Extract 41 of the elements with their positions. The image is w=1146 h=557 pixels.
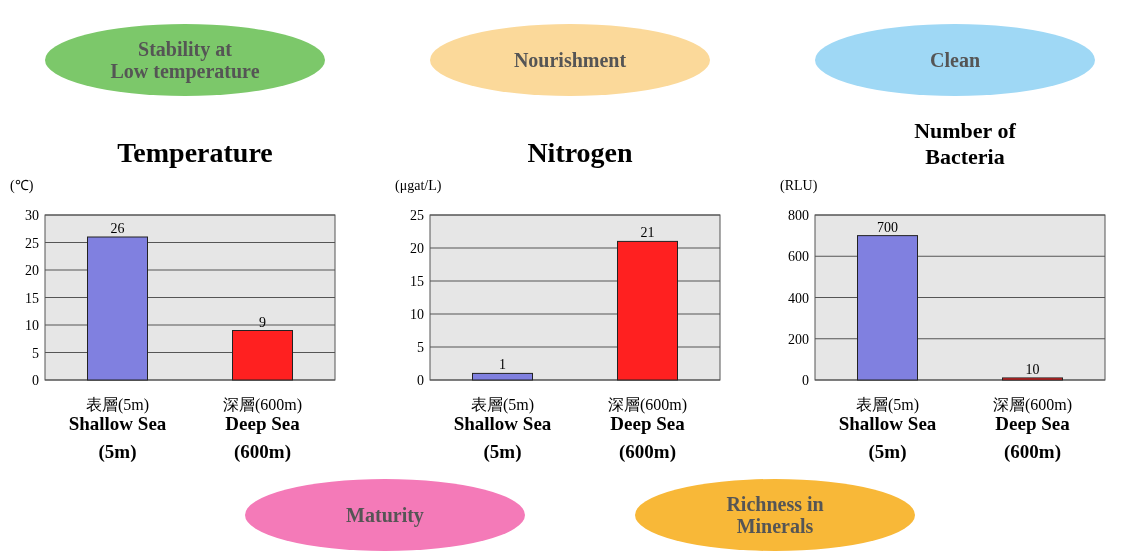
x-tick-label: 表層(5m) Shallow Sea (5m) bbox=[838, 396, 937, 463]
x-tick-label: 深層(600m) Deep Sea (600m) bbox=[992, 396, 1073, 463]
chart-title: Number of Bacteria bbox=[914, 118, 1017, 169]
data-label: 9 bbox=[259, 314, 266, 330]
y-tick-label: 30 bbox=[25, 208, 39, 223]
y-axis-title: (μgat/L) bbox=[395, 178, 442, 194]
y-tick-label: 600 bbox=[788, 249, 809, 265]
y-tick-label: 15 bbox=[25, 290, 39, 306]
data-label: 21 bbox=[640, 225, 655, 241]
x-tick-label: 深層(600m) Deep Sea (600m) bbox=[222, 396, 303, 463]
y-tick-label: 5 bbox=[32, 345, 39, 361]
data-label: 700 bbox=[877, 219, 898, 235]
y-tick-label: 15 bbox=[410, 274, 424, 289]
x-tick-label: 表層(5m) Shallow Sea (5m) bbox=[453, 396, 552, 463]
y-tick-label: 20 bbox=[410, 241, 424, 256]
y-tick-label: 0 bbox=[802, 373, 809, 388]
y-tick-label: 25 bbox=[410, 208, 424, 223]
y-tick-label: 0 bbox=[417, 373, 424, 388]
chart-title: Temperature bbox=[117, 137, 273, 168]
y-axis-title: (℃) bbox=[10, 178, 34, 194]
text: Richness in Minerals bbox=[726, 493, 824, 537]
y-tick-label: 10 bbox=[25, 318, 39, 333]
y-tick-label: 200 bbox=[788, 331, 809, 347]
data-label: 10 bbox=[1025, 361, 1040, 377]
y-tick-label: 800 bbox=[788, 208, 809, 223]
y-tick-label: 0 bbox=[32, 373, 39, 388]
y-tick-label: 5 bbox=[417, 340, 424, 355]
text: Stability at Low temperature bbox=[110, 38, 260, 83]
data-label: 26 bbox=[110, 221, 125, 236]
text: Maturity bbox=[346, 504, 424, 527]
y-tick-label: 10 bbox=[410, 307, 424, 322]
text: Nourishment bbox=[513, 49, 627, 71]
chart-title: Nitrogen bbox=[527, 137, 634, 168]
x-tick-label: 深層(600m) Deep Sea (600m) bbox=[607, 396, 688, 463]
y-tick-label: 400 bbox=[788, 290, 809, 306]
data-label: 1 bbox=[499, 357, 506, 373]
y-tick-label: 25 bbox=[25, 235, 39, 251]
y-axis-title: (RLU) bbox=[780, 178, 818, 194]
text: Clean bbox=[930, 49, 980, 71]
x-tick-label: 表層(5m) Shallow Sea (5m) bbox=[68, 396, 167, 463]
y-tick-label: 20 bbox=[25, 263, 39, 278]
